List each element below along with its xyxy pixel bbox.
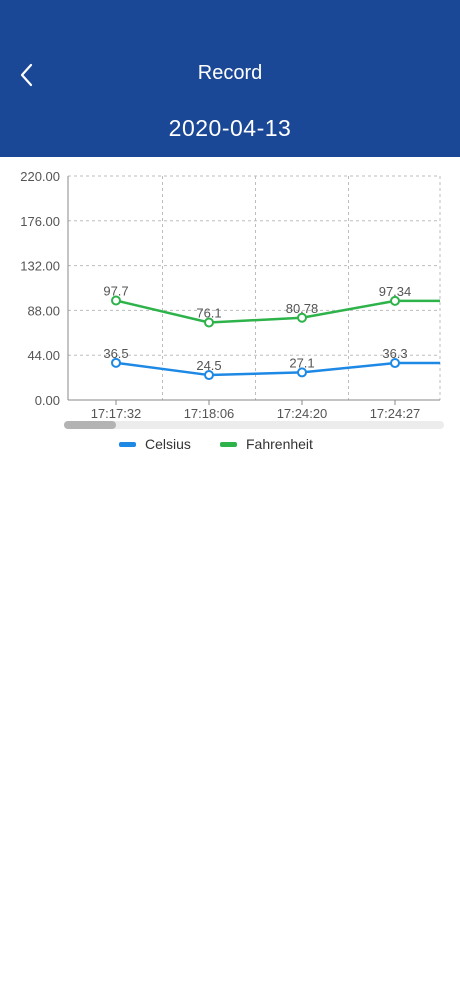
- data-point-fahrenheit: [204, 317, 214, 328]
- chart-legend: Celsius Fahrenheit: [0, 436, 460, 456]
- chart-scroll-thumb[interactable]: [64, 421, 116, 429]
- legend-label-celsius: Celsius: [145, 436, 191, 452]
- legend-item-fahrenheit[interactable]: Fahrenheit: [220, 436, 313, 452]
- x-tick-label: 17:17:32: [91, 406, 142, 421]
- data-point-fahrenheit: [390, 295, 400, 306]
- data-point-celsius: [390, 358, 400, 369]
- data-label: 36.5: [103, 346, 128, 361]
- record-date: 2020-04-13: [168, 115, 292, 141]
- x-tick-label: 17:24:27: [370, 406, 421, 421]
- x-tick-label: 17:18:06: [184, 406, 235, 421]
- data-point-fahrenheit: [297, 312, 307, 323]
- data-point-fahrenheit: [111, 295, 121, 306]
- data-label: 97.34: [379, 284, 412, 299]
- y-tick-label: 176.00: [20, 214, 60, 229]
- back-button[interactable]: [14, 60, 40, 90]
- y-tick-label: 44.00: [27, 348, 60, 363]
- legend-swatch-fahrenheit: [220, 441, 237, 447]
- legend-item-celsius[interactable]: Celsius: [119, 436, 191, 452]
- data-label: 76.1: [196, 306, 221, 321]
- legend-label-fahrenheit: Fahrenheit: [246, 436, 313, 452]
- data-point-celsius: [111, 357, 121, 368]
- legend-swatch-celsius: [119, 441, 136, 447]
- data-point-celsius: [297, 367, 307, 378]
- y-tick-label: 220.00: [20, 169, 60, 184]
- chart-scrollbar[interactable]: [64, 421, 444, 429]
- header-bar: Record 2020-04-13: [0, 0, 460, 157]
- data-label: 80.78: [286, 301, 319, 316]
- x-tick-label: 17:24:20: [277, 406, 328, 421]
- y-tick-label: 132.00: [20, 259, 60, 274]
- y-tick-label: 88.00: [27, 303, 60, 318]
- data-label: 97.7: [103, 284, 128, 299]
- data-label: 27.1: [289, 355, 314, 370]
- page-title: Record: [197, 62, 263, 84]
- temperature-chart[interactable]: 0.00 44.00 88.00 132.00 176.00 220.00 17:17:32…: [0, 157, 460, 477]
- data-point-celsius: [204, 370, 214, 381]
- y-tick-label: 0.00: [35, 393, 60, 408]
- chart-svg: 0.00 44.00 88.00 132.00 176.00 220.00 17:17:32…: [20, 169, 441, 421]
- chevron-left-icon: [20, 63, 33, 87]
- data-label: 24.5: [196, 358, 221, 373]
- data-label: 36.3: [382, 346, 407, 361]
